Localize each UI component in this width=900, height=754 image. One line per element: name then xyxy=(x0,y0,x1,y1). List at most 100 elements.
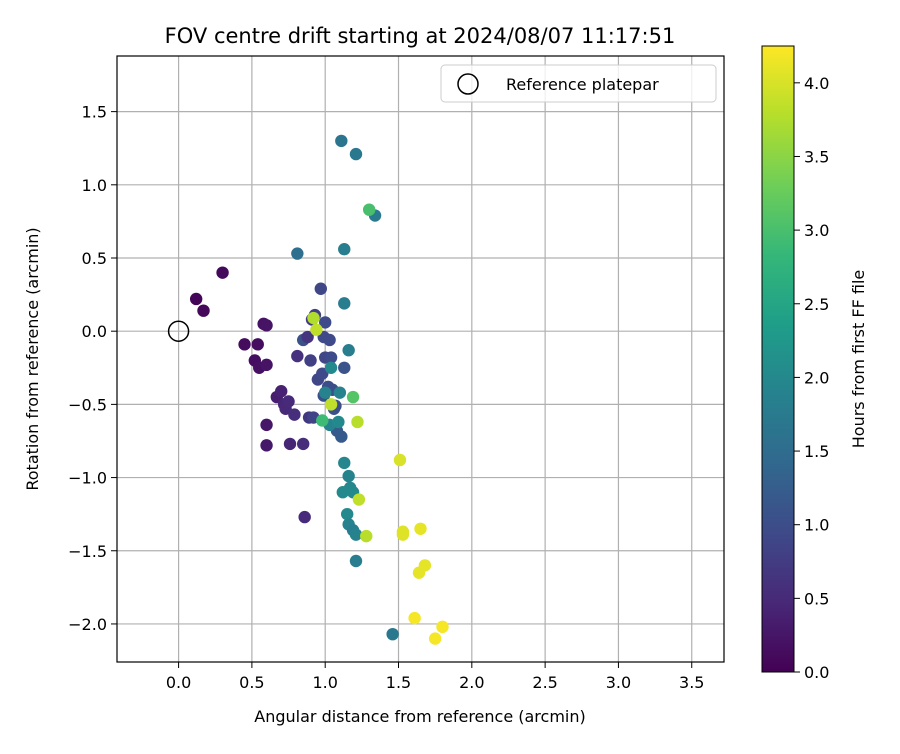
data-point xyxy=(324,361,338,374)
x-axis-label: Angular distance from reference (arcmin) xyxy=(254,707,585,726)
data-point xyxy=(336,486,349,499)
data-point xyxy=(283,437,297,451)
x-axis-ticks: 0.0 0.5 1.0 1.5 2.0 2.5 3.0 3.5 xyxy=(166,662,704,692)
y-tick-label: 1.0 xyxy=(82,176,107,195)
y-tick-label: −1.0 xyxy=(68,469,107,488)
y-tick-label: −0.5 xyxy=(68,395,107,414)
data-point xyxy=(428,632,442,645)
data-point xyxy=(216,266,229,279)
data-point xyxy=(324,351,338,364)
colorbar-tick-label: 1.5 xyxy=(804,442,829,461)
colorbar-tick-label: 3.5 xyxy=(804,147,829,166)
colorbar-label: Hours from first FF file xyxy=(849,270,868,449)
data-point xyxy=(346,390,360,404)
data-point xyxy=(335,134,348,148)
data-point xyxy=(323,333,336,347)
data-point xyxy=(304,354,317,367)
colorbar-tick-label: 2.5 xyxy=(804,295,829,314)
data-point xyxy=(335,430,348,443)
data-point xyxy=(288,408,301,421)
data-point xyxy=(189,292,203,306)
colorbar-tick-label: 0.5 xyxy=(804,589,829,608)
colorbar-tick-label: 3.0 xyxy=(804,221,829,240)
data-point xyxy=(318,316,332,329)
data-point xyxy=(238,338,251,351)
data-point xyxy=(340,507,354,521)
data-point xyxy=(324,398,338,411)
data-point xyxy=(338,297,351,310)
data-point xyxy=(418,559,432,572)
y-axis-label: Rotation from reference (arcmin) xyxy=(23,227,42,490)
y-tick-label: 0.0 xyxy=(82,322,107,341)
data-point xyxy=(338,361,351,374)
data-point xyxy=(291,247,304,260)
data-point xyxy=(310,323,323,336)
data-point xyxy=(386,627,399,641)
data-point xyxy=(314,282,327,295)
colorbar: 0.0 0.5 1.0 1.5 2.0 2.5 3.0 3.5 4.0 Hours from f… xyxy=(761,45,868,682)
y-tick-label: −2.0 xyxy=(68,615,107,634)
data-point xyxy=(342,469,355,483)
data-point xyxy=(298,510,311,524)
x-tick-label: 2.0 xyxy=(459,673,484,692)
y-tick-label: −1.5 xyxy=(68,542,107,561)
y-axis-ticks: −2.0 −1.5 −1.0 −0.5 0.0 0.5 1.0 1.5 xyxy=(68,103,117,634)
data-point xyxy=(393,453,407,467)
x-tick-label: 1.5 xyxy=(386,673,411,692)
y-tick-label: 1.5 xyxy=(82,103,107,122)
data-point xyxy=(318,386,332,399)
colorbar-tick-label: 2.0 xyxy=(804,368,829,387)
colorbar-tick-label: 1.0 xyxy=(804,516,829,535)
data-point xyxy=(362,203,376,216)
data-point xyxy=(260,439,273,452)
data-point xyxy=(351,415,364,429)
data-point xyxy=(338,243,351,256)
data-point xyxy=(349,528,363,541)
chart-title: FOV centre drift starting at 2024/08/07 … xyxy=(165,24,676,48)
data-point xyxy=(251,338,264,351)
colorbar-tick-label: 0.0 xyxy=(804,663,829,682)
data-point xyxy=(349,147,363,161)
data-point xyxy=(297,437,310,451)
legend: Reference platepar xyxy=(440,64,717,103)
data-point xyxy=(282,395,295,408)
x-tick-label: 0.0 xyxy=(166,673,191,692)
x-tick-label: 3.5 xyxy=(679,673,704,692)
data-point xyxy=(260,358,273,372)
data-point xyxy=(316,414,329,427)
data-point xyxy=(360,529,373,543)
legend-entry-reference: Reference platepar xyxy=(506,75,659,94)
data-point xyxy=(396,528,410,541)
data-point xyxy=(275,385,288,398)
data-point xyxy=(301,330,314,344)
data-point xyxy=(342,344,355,357)
data-point xyxy=(408,611,421,625)
x-tick-label: 1.0 xyxy=(312,673,337,692)
data-point xyxy=(260,418,273,432)
colorbar-gradient xyxy=(761,45,795,673)
data-point xyxy=(307,311,320,325)
colorbar-tick-label: 4.0 xyxy=(804,74,829,93)
data-point xyxy=(349,554,363,568)
data-point xyxy=(436,620,449,634)
data-point xyxy=(333,386,347,399)
legend-marker-icon xyxy=(457,73,479,95)
x-tick-label: 3.0 xyxy=(606,673,631,692)
data-point xyxy=(316,367,329,380)
x-tick-label: 0.5 xyxy=(239,673,264,692)
colorbar-ticks: 0.0 0.5 1.0 1.5 2.0 2.5 3.0 3.5 4.0 xyxy=(794,74,829,682)
data-point xyxy=(197,304,210,317)
grid-lines xyxy=(117,56,724,662)
data-point xyxy=(352,493,366,506)
data-point xyxy=(291,349,304,363)
x-tick-label: 2.5 xyxy=(532,673,557,692)
y-tick-label: 0.5 xyxy=(82,249,107,268)
plot-frame xyxy=(116,55,725,663)
data-point xyxy=(338,456,351,470)
legend-box xyxy=(440,64,717,103)
data-point xyxy=(332,415,345,429)
data-points xyxy=(189,134,449,645)
reference-point-marker xyxy=(167,320,190,342)
